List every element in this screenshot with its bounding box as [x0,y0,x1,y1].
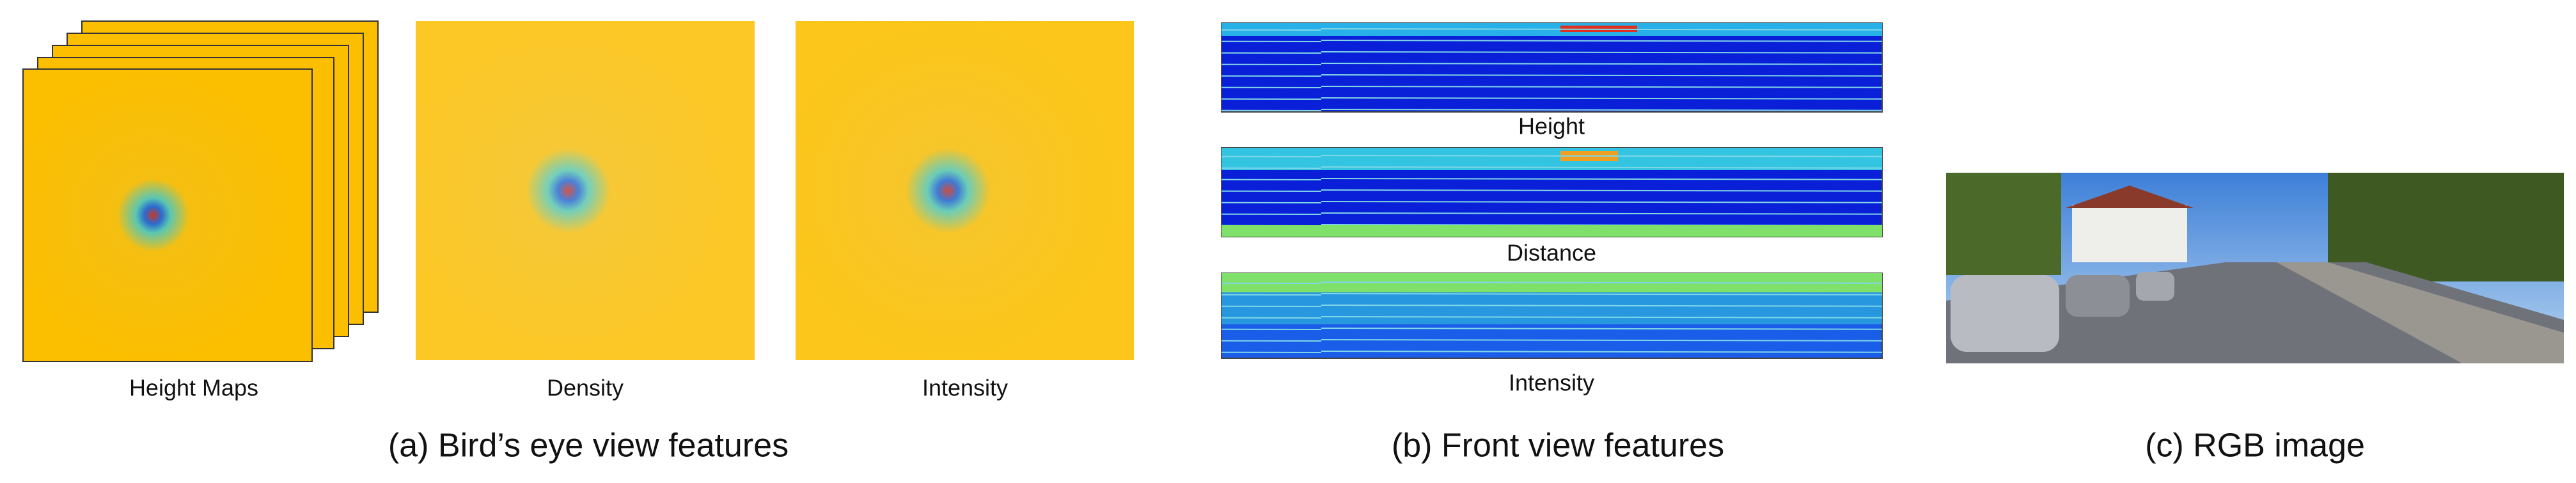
label: Intensity [1509,370,1594,396]
intensity-map [796,21,1134,360]
label: Distance [1507,240,1596,266]
label: Density [547,375,624,401]
label: Height Maps [129,375,258,401]
height-maps [22,20,379,362]
caption: (a) Bird’s eye view features [388,427,789,464]
density-map [416,21,755,360]
label: Intensity [922,375,1008,401]
label: Height [1518,113,1585,139]
caption: (b) Front view features [1392,427,1724,464]
front-view-intensity [1221,273,1883,359]
front-view-height [1221,22,1883,113]
rgb-image [1946,173,2564,363]
caption: (c) RGB image [2145,427,2365,464]
front-view-distance [1221,147,1883,237]
